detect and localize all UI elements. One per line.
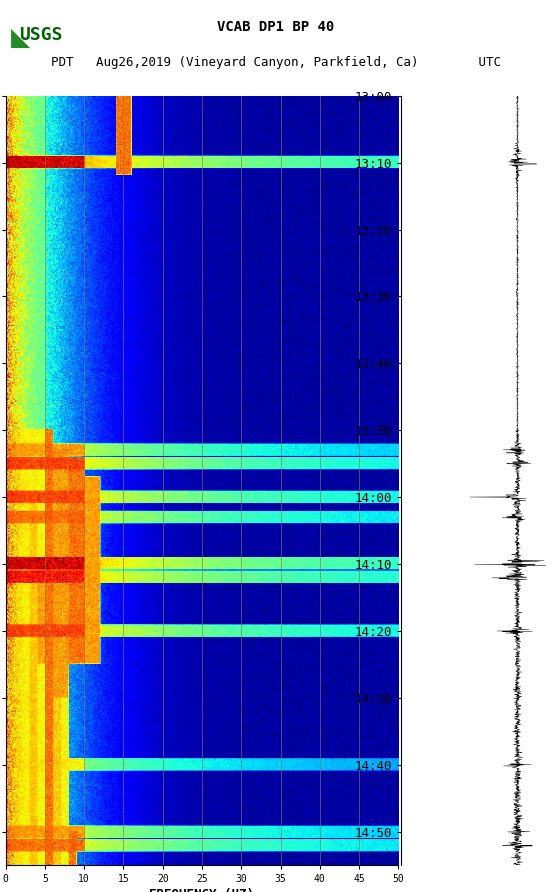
Text: ◣: ◣ — [11, 26, 30, 50]
X-axis label: FREQUENCY (HZ): FREQUENCY (HZ) — [150, 887, 254, 892]
Text: PDT   Aug26,2019 (Vineyard Canyon, Parkfield, Ca)        UTC: PDT Aug26,2019 (Vineyard Canyon, Parkfie… — [51, 56, 501, 70]
Text: VCAB DP1 BP 40: VCAB DP1 BP 40 — [217, 20, 335, 34]
Text: USGS: USGS — [19, 26, 62, 44]
